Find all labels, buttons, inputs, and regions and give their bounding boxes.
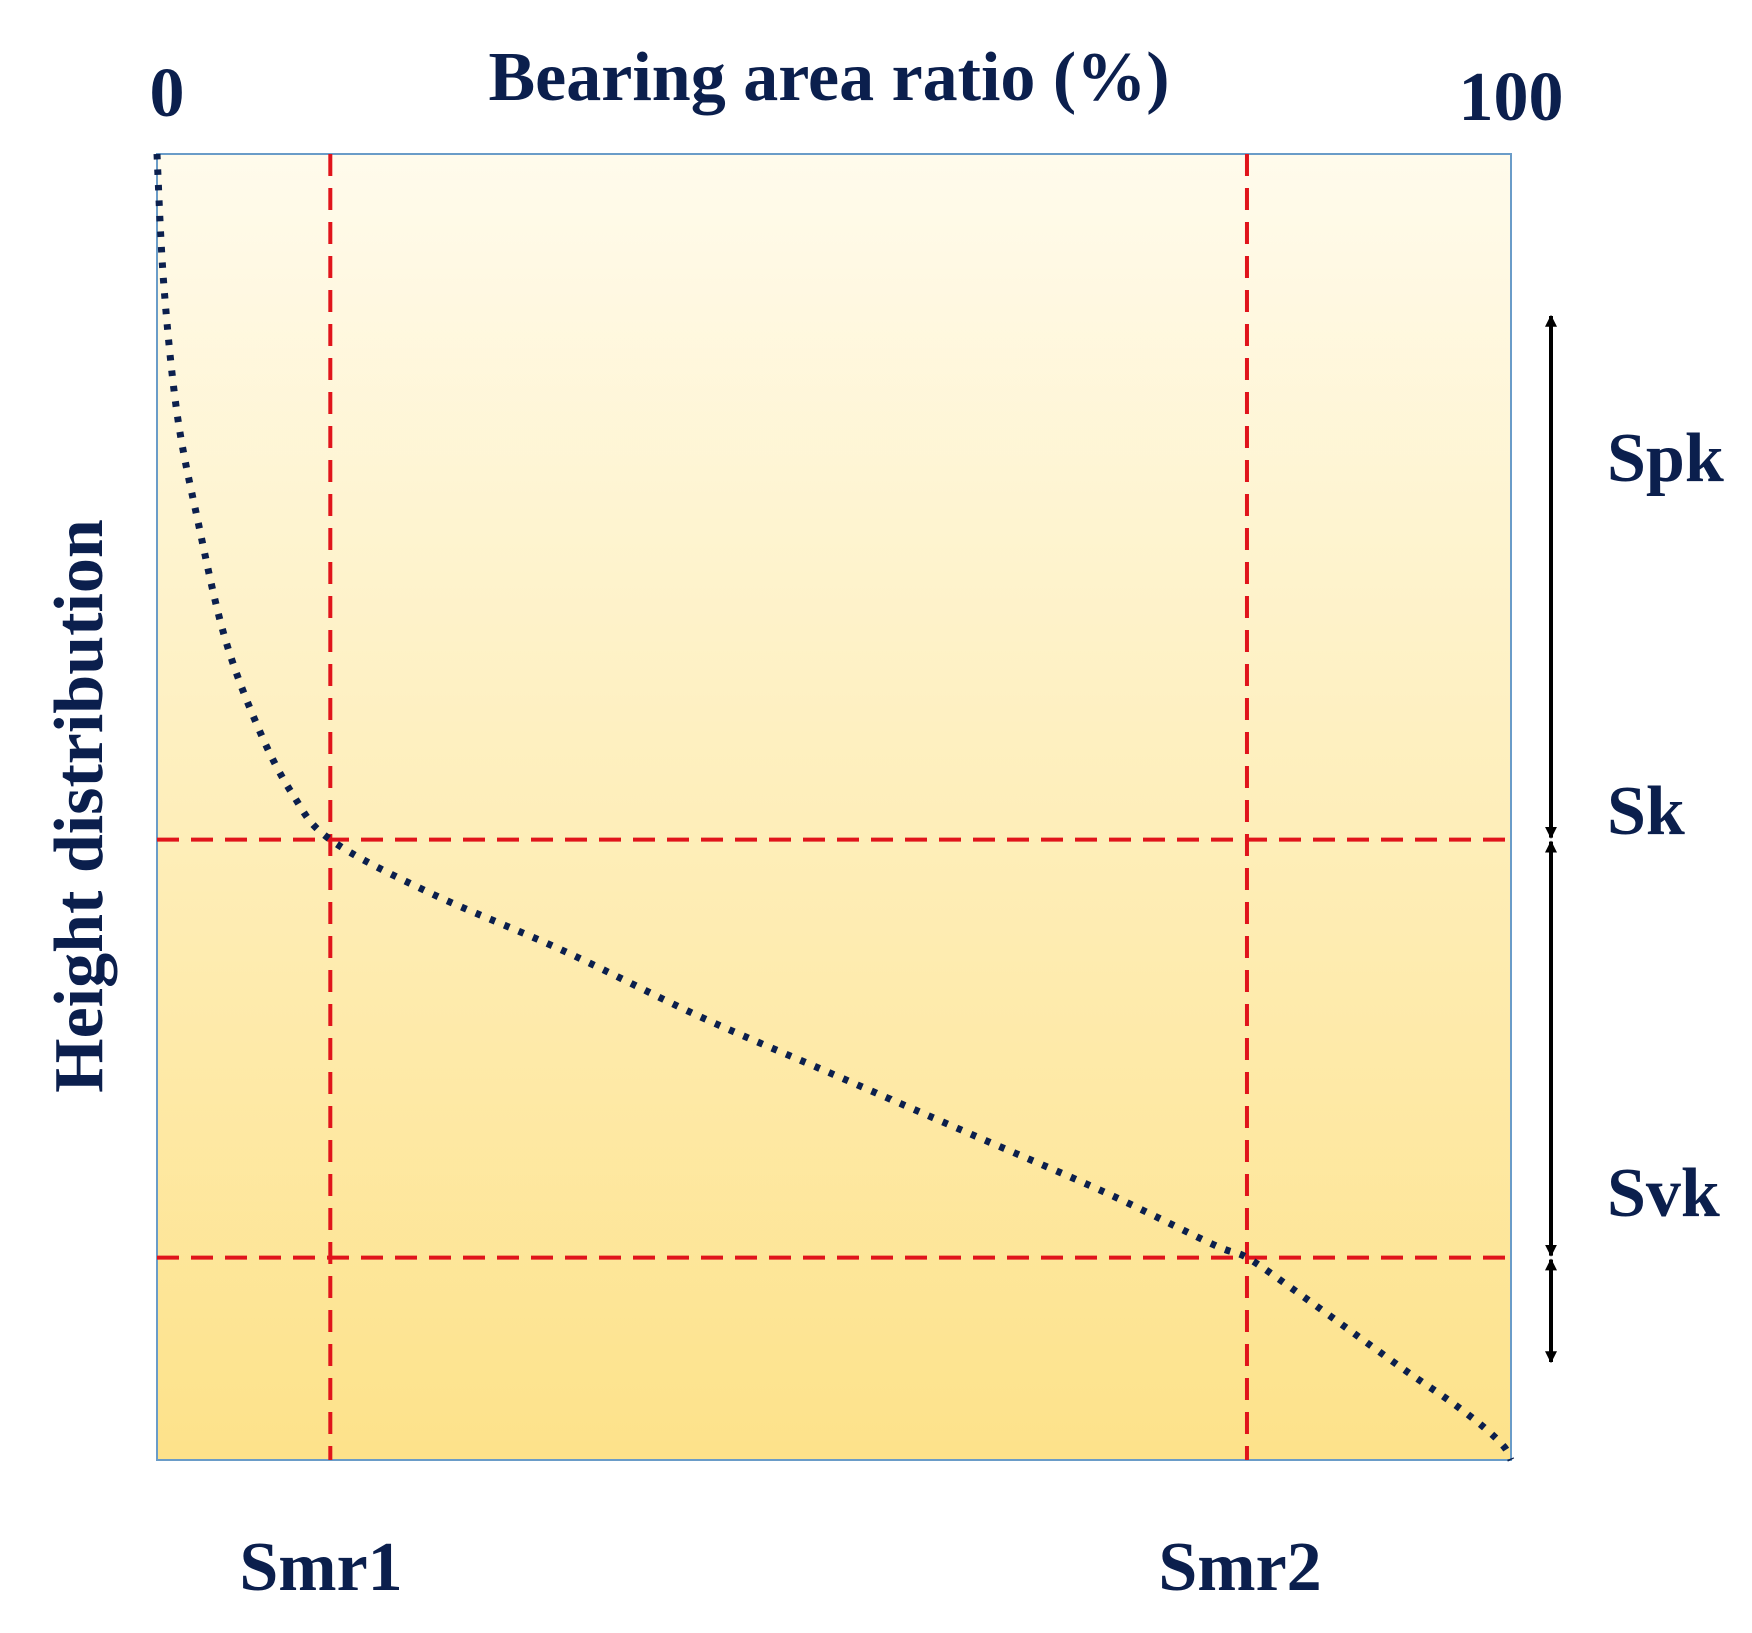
sk-label: Sk [1607, 773, 1685, 850]
x-axis-max-label: 100 [1459, 59, 1564, 136]
smr1-label: Smr1 [239, 1529, 402, 1606]
plot-area [156, 153, 1512, 1461]
guide-lines [157, 154, 1511, 1460]
x-axis-min-label: 0 [150, 55, 185, 132]
svk-label: Svk [1607, 1155, 1720, 1232]
smr2-label: Smr2 [1158, 1529, 1321, 1606]
y-axis-label: Height distribution [41, 519, 118, 1093]
spk-label: Spk [1607, 420, 1724, 497]
chart-title: Bearing area ratio (%) [488, 39, 1169, 116]
